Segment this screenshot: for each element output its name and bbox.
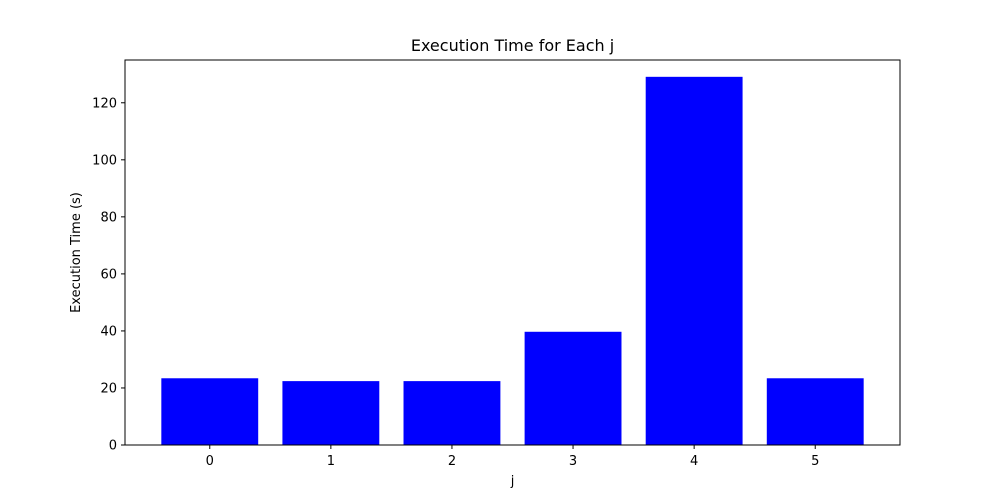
y-tick-label: 60 <box>100 267 117 282</box>
bar-2 <box>403 381 501 445</box>
bar-5 <box>766 378 864 445</box>
y-axis: 0 20 40 60 80 100 120 <box>92 96 125 454</box>
y-tick-label: 40 <box>100 324 117 339</box>
y-tick-label: 0 <box>109 439 117 454</box>
bar-4 <box>645 76 743 445</box>
y-tick-label: 100 <box>92 153 117 168</box>
bar-3 <box>524 331 622 445</box>
x-tick-label: 1 <box>327 454 335 469</box>
y-tick-label: 20 <box>100 381 117 396</box>
y-axis-label: Execution Time (s) <box>69 192 84 313</box>
x-axis: 0 1 2 3 4 5 <box>206 445 819 469</box>
x-tick-label: 0 <box>206 454 214 469</box>
bars-layer <box>161 76 864 445</box>
y-tick-label: 80 <box>100 210 117 225</box>
x-tick-label: 3 <box>569 454 577 469</box>
y-tick-label: 120 <box>92 96 117 111</box>
chart-title: Execution Time for Each j <box>411 36 614 55</box>
bar-0 <box>161 378 259 445</box>
x-tick-label: 4 <box>690 454 698 469</box>
plot-frame <box>124 59 901 446</box>
x-tick-label: 2 <box>448 454 456 469</box>
x-tick-label: 5 <box>811 454 819 469</box>
x-axis-label: j <box>510 474 515 489</box>
bar-1 <box>282 381 380 445</box>
